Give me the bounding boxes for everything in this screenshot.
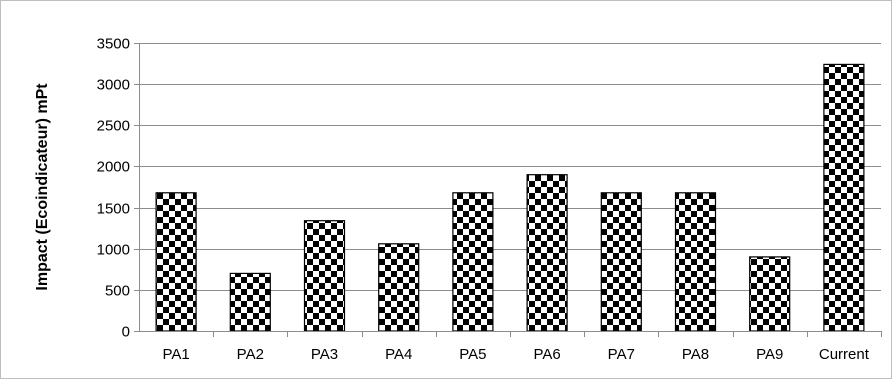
- bars: [155, 63, 865, 332]
- y-tick-label: 0: [122, 324, 130, 341]
- x-tick-label-current: Current: [819, 346, 870, 363]
- bar-pa2: [229, 272, 271, 332]
- y-tick-label: 500: [105, 283, 130, 300]
- bar-pa7: [600, 192, 642, 332]
- bar-pa8: [674, 192, 717, 332]
- x-tick-label-pa1: PA1: [162, 346, 189, 363]
- x-tick-label-pa5: PA5: [459, 346, 486, 363]
- x-tick-label-pa4: PA4: [385, 346, 412, 363]
- bar-pa4: [378, 243, 420, 332]
- x-tick-label-pa6: PA6: [533, 346, 560, 363]
- bar-pa1: [155, 192, 197, 332]
- x-tick-label-pa3: PA3: [311, 346, 338, 363]
- y-tick-label: 1500: [97, 201, 130, 218]
- y-tick-label: 2500: [97, 118, 130, 135]
- bar-pa6: [526, 174, 568, 332]
- bar-pa9: [749, 256, 791, 332]
- bar-pa5: [452, 192, 494, 332]
- axes: [139, 43, 882, 337]
- y-tick-labels: 0 500 1000 1500 2000 2500 3000 3500: [97, 36, 130, 341]
- x-tick-label-pa2: PA2: [237, 346, 264, 363]
- bar-current: [823, 63, 865, 332]
- x-tick-labels: PA1 PA2 PA3 PA4 PA5 PA6 PA7 PA8 PA9 Current: [162, 346, 869, 363]
- y-tick-label: 2000: [97, 159, 130, 176]
- x-tick-label-pa7: PA7: [608, 346, 635, 363]
- x-tick-label-pa8: PA8: [682, 346, 709, 363]
- y-tick-label: 3000: [97, 77, 130, 94]
- y-axis-label: Impact (Ecoindicateur) mPt: [34, 83, 51, 291]
- y-tick-label: 1000: [97, 242, 130, 259]
- x-tick-label-pa9: PA9: [756, 346, 783, 363]
- y-tick-label: 3500: [97, 36, 130, 53]
- bar-pa3: [303, 220, 346, 332]
